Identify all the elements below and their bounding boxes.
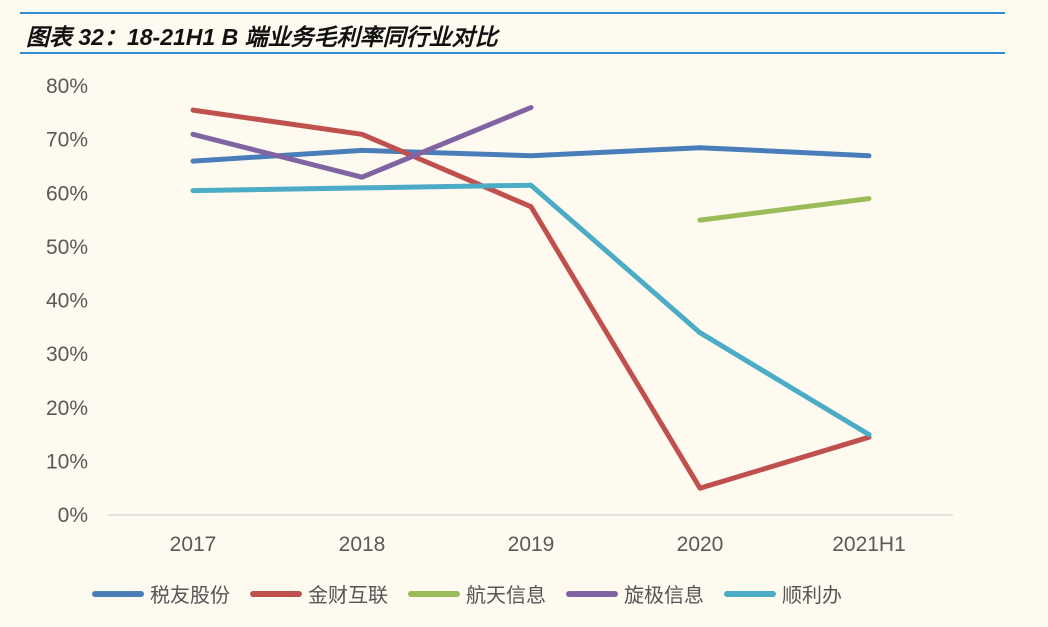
x-axis: 2017 2018 2019 2020 2021H1 [170, 533, 906, 556]
x-tick-label: 2019 [508, 533, 555, 556]
series-line [190, 105, 534, 180]
legend-item: 顺利办 [724, 579, 842, 608]
legend-label: 税友股份 [150, 583, 230, 607]
y-axis: 0% 10% 20% 30% 40% 50% 60% 70% 80% [46, 75, 88, 527]
chart-title: 图表 32：18-21H1 B 端业务毛利率同行业对比 [26, 24, 498, 50]
legend-item: 金财互联 [250, 579, 388, 608]
y-tick-label: 70% [46, 129, 88, 152]
series-line [697, 196, 872, 223]
legend-swatch-icon [250, 590, 302, 597]
y-tick-label: 0% [58, 504, 88, 527]
legend-label: 金财互联 [308, 583, 388, 607]
legend-swatch-icon [566, 590, 618, 597]
y-tick-label: 20% [46, 397, 88, 420]
series-lines [190, 105, 872, 491]
legend-item: 税友股份 [92, 579, 230, 608]
legend-label: 旋极信息 [624, 583, 704, 607]
series-line [190, 145, 872, 164]
x-tick-label: 2017 [170, 533, 217, 556]
legend-swatch-icon [408, 590, 460, 597]
legend-swatch-icon [724, 590, 776, 597]
x-tick-label: 2020 [677, 533, 724, 556]
legend-label: 航天信息 [466, 583, 546, 607]
series-line [190, 182, 872, 438]
legend-label: 顺利办 [782, 583, 842, 607]
y-tick-label: 80% [46, 75, 88, 98]
series-line [190, 107, 872, 491]
y-tick-label: 10% [46, 450, 88, 473]
y-tick-label: 60% [46, 182, 88, 205]
x-tick-label: 2021H1 [832, 533, 906, 556]
y-tick-label: 30% [46, 343, 88, 366]
legend: 税友股份 金财互联 航天信息 旋极信息 顺利办 [92, 579, 862, 608]
y-tick-label: 40% [46, 290, 88, 313]
chart-title-bar: 图表 32：18-21H1 B 端业务毛利率同行业对比 [20, 12, 1005, 54]
legend-item: 航天信息 [408, 579, 546, 608]
legend-item: 旋极信息 [566, 579, 704, 608]
legend-swatch-icon [92, 590, 144, 597]
y-tick-label: 50% [46, 236, 88, 259]
x-tick-label: 2018 [339, 533, 386, 556]
